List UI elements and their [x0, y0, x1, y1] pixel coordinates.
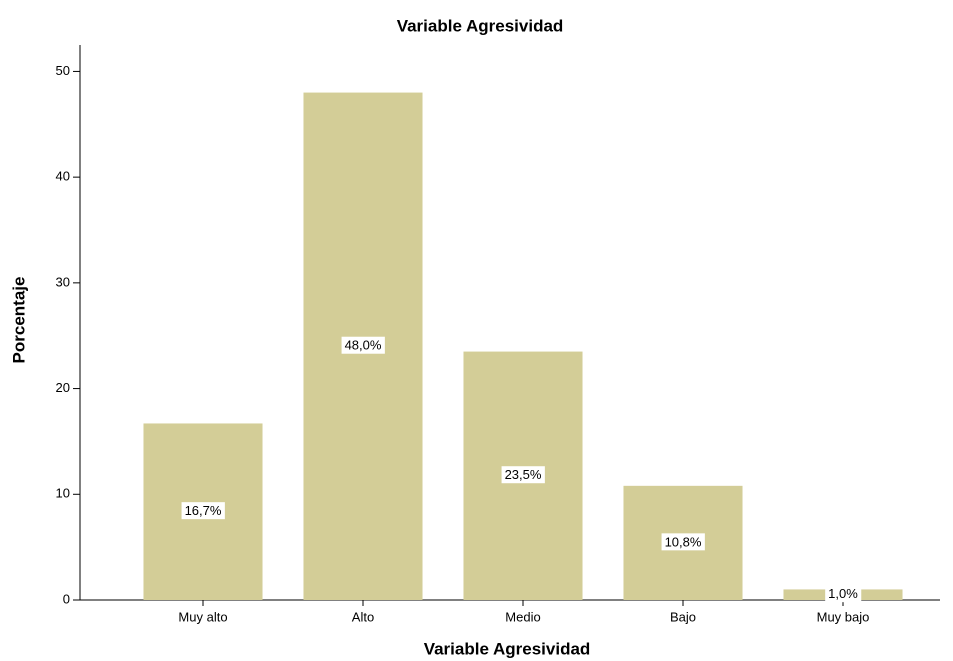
value-label: 23,5%	[505, 467, 542, 482]
value-label-box	[501, 466, 545, 484]
value-label: 10,8%	[665, 534, 702, 549]
value-label: 16,7%	[185, 503, 222, 518]
y-tick-label: 40	[56, 169, 70, 184]
y-tick-label: 30	[56, 274, 70, 289]
value-label-box	[825, 585, 862, 603]
x-axis-title: Variable Agresividad	[424, 639, 591, 658]
x-tick-label: Bajo	[670, 609, 696, 624]
x-tick-label: Muy bajo	[817, 609, 870, 624]
value-label: 48,0%	[345, 338, 382, 353]
y-tick-label: 50	[56, 63, 70, 78]
chart-title: Variable Agresividad	[397, 16, 564, 35]
y-tick-label: 20	[56, 380, 70, 395]
y-tick-label: 10	[56, 486, 70, 501]
y-tick-label: 0	[63, 591, 70, 606]
value-label-box	[341, 336, 385, 354]
value-label-box	[661, 533, 705, 551]
value-label-box	[181, 502, 225, 520]
x-tick-label: Alto	[352, 609, 374, 624]
y-axis-title: Porcentaje	[9, 277, 28, 364]
value-label: 1,0%	[828, 586, 858, 601]
x-tick-label: Medio	[505, 609, 540, 624]
x-tick-label: Muy alto	[178, 609, 227, 624]
